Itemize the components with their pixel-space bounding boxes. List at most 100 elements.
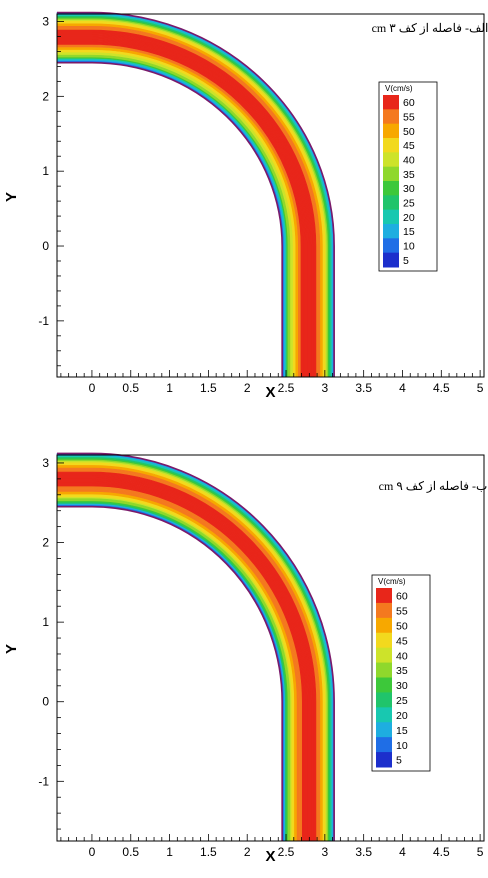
x-tick-label: 4 [399, 845, 406, 859]
legend-swatch [376, 752, 392, 768]
legend-label: 10 [396, 740, 408, 752]
legend-swatch [383, 152, 399, 168]
legend-swatch [383, 181, 399, 196]
y-tick-label: 2 [42, 89, 49, 103]
y-tick-label: 2 [42, 536, 49, 550]
legend-swatch [383, 109, 399, 125]
legend-label: 45 [403, 140, 415, 152]
legend-swatch [376, 677, 392, 693]
x-tick-label: 4.5 [433, 845, 450, 859]
legend-swatch [376, 722, 392, 738]
legend-label: 55 [403, 112, 415, 124]
x-axis-title: X [265, 384, 275, 401]
y-tick-label: 0 [42, 695, 49, 709]
y-tick-label: -1 [38, 314, 49, 328]
legend-swatch [376, 632, 392, 649]
velocity-band [56, 36, 310, 378]
legend-swatch [376, 602, 392, 619]
legend-label: 15 [396, 725, 408, 737]
flow-field-b [56, 452, 335, 842]
y-tick-label: 1 [42, 615, 49, 629]
x-tick-label: 1.5 [200, 381, 217, 395]
contour-plot-panel-b: 0 0.5 1 1.5 2 2.5 3 3.5 4 4.5 5 -1 0 1 2 3 X Y ب- فاصله از… [3, 452, 488, 865]
x-tick-label: 4 [399, 381, 406, 395]
y-tick-label: 3 [42, 14, 49, 28]
flow-field-a [56, 11, 335, 378]
legend-label: 35 [403, 169, 415, 181]
legend-swatch [383, 195, 399, 211]
legend-swatch [376, 588, 392, 604]
legend-label: 25 [396, 695, 408, 707]
legend-label: 5 [403, 255, 409, 267]
legend-swatch [383, 123, 399, 139]
contour-plot-panel-a: 0 0.5 1 1.5 2 2.5 3 3.5 4 4.5 5 -1 0 1 2 3 X Y الف- فاصله … [3, 11, 488, 401]
inner-wall [57, 505, 283, 841]
legend-swatch [376, 617, 392, 634]
y-tick-label: 3 [42, 456, 49, 470]
legend-swatch [383, 224, 399, 239]
legend-label: 5 [396, 755, 402, 767]
legend-swatch [383, 138, 399, 153]
y-axis-title: Y [3, 644, 20, 654]
legend-swatch [383, 252, 399, 268]
legend-label: 25 [403, 198, 415, 210]
x-tick-label: 3 [322, 845, 329, 859]
color-legend: V(cm/s) 60 55 50 45 40 35 30 25 20 15 10 5 [371, 574, 431, 772]
legend-swatch [376, 692, 392, 708]
panel-caption: ب- فاصله از کف ۹ cm [379, 479, 488, 493]
x-tick-label: 0 [89, 381, 96, 395]
legend-label: 30 [403, 183, 415, 195]
outer-wall [57, 452, 335, 841]
legend-label: 20 [396, 710, 408, 722]
x-tick-label: 0.5 [122, 381, 139, 395]
legend-label: 60 [396, 591, 408, 603]
outer-wall [57, 11, 335, 377]
x-tick-label: 2.5 [278, 845, 295, 859]
legend-title: V(cm/s) [385, 84, 413, 93]
x-tick-label: 3 [322, 381, 329, 395]
color-legend: V(cm/s) 60 55 50 45 40 35 30 25 20 15 10 5 [378, 81, 438, 272]
legend-swatch [376, 647, 392, 664]
x-tick-label: 2.5 [278, 381, 295, 395]
legend-swatch [383, 238, 399, 254]
y-axis-title: Y [3, 192, 20, 202]
x-tick-label: 5 [477, 381, 484, 395]
legend-swatch [383, 166, 399, 182]
legend-swatch [376, 737, 392, 753]
x-tick-label: 3.5 [355, 845, 372, 859]
legend-label: 15 [403, 226, 415, 238]
legend-label: 50 [396, 620, 408, 632]
velocity-band [56, 478, 310, 842]
inner-wall [57, 61, 283, 377]
y-tick-label: -1 [38, 774, 49, 788]
legend-swatch [376, 662, 392, 678]
x-tick-label: 3.5 [355, 381, 372, 395]
x-tick-label: 2 [244, 845, 251, 859]
legend-label: 20 [403, 212, 415, 224]
panel-caption: الف- فاصله از کف ۳ cm [372, 21, 488, 35]
x-tick-label: 1 [166, 381, 173, 395]
x-tick-label: 2 [244, 381, 251, 395]
legend-label: 40 [403, 155, 415, 167]
x-tick-label: 4.5 [433, 381, 450, 395]
x-tick-label: 0 [89, 845, 96, 859]
y-tick-label: 0 [42, 239, 49, 253]
x-axis-title: X [265, 848, 275, 865]
legend-label: 30 [396, 680, 408, 692]
legend-label: 50 [403, 126, 415, 138]
x-tick-label: 1 [166, 845, 173, 859]
legend-swatch [383, 209, 399, 225]
legend-swatch [376, 707, 392, 723]
legend-label: 55 [396, 606, 408, 618]
y-tick-label: 1 [42, 164, 49, 178]
legend-title: V(cm/s) [378, 577, 406, 586]
legend-label: 60 [403, 97, 415, 109]
legend-label: 45 [396, 635, 408, 647]
legend-swatch [383, 95, 399, 110]
x-tick-label: 0.5 [122, 845, 139, 859]
legend-label: 35 [396, 665, 408, 677]
legend-label: 10 [403, 241, 415, 253]
velocity-band [56, 477, 312, 842]
x-tick-label: 5 [477, 845, 484, 859]
x-tick-label: 1.5 [200, 845, 217, 859]
